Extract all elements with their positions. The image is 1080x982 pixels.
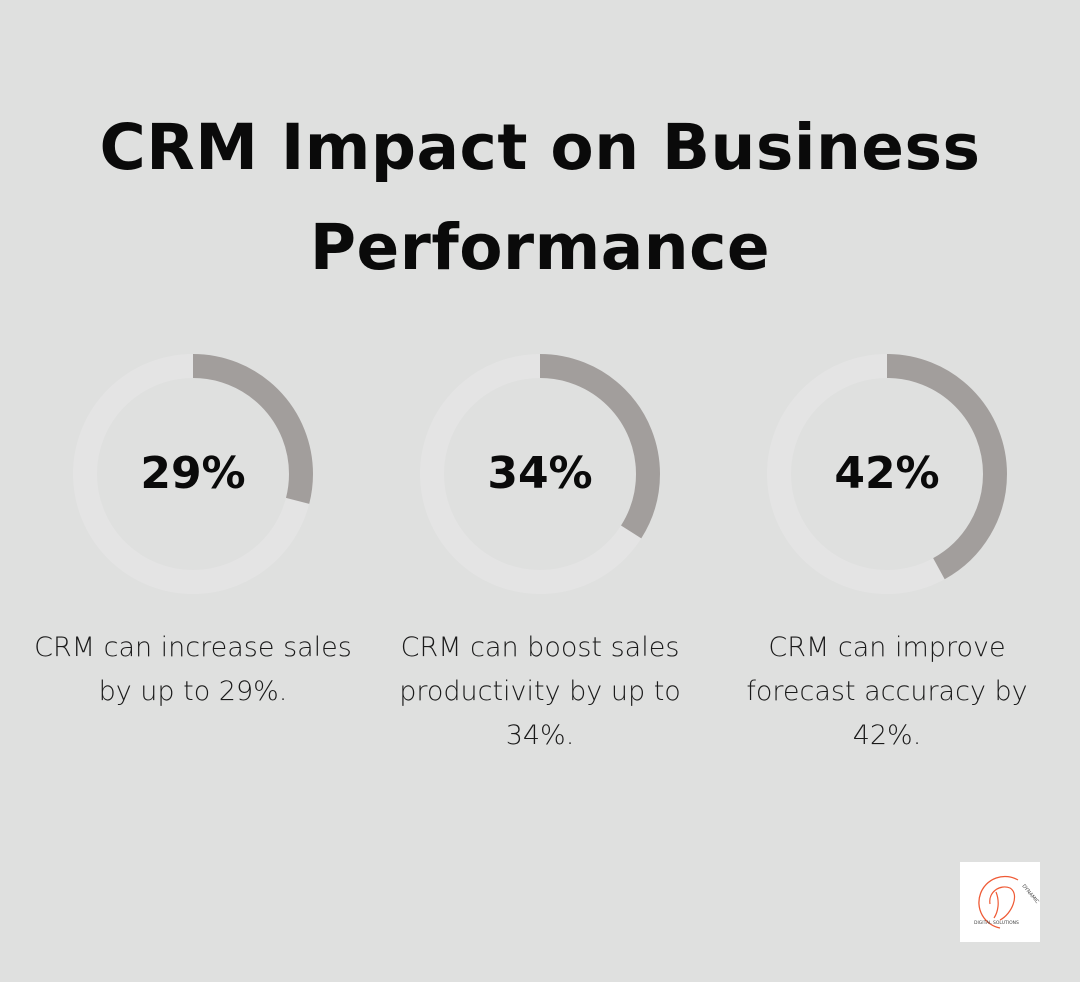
gauge-2-svg [420, 354, 660, 594]
dynamic-digital-solutions-logo-icon: DYNAMIC DIGITAL SOLUTIONS [974, 875, 1040, 929]
gauge-3: 42% [767, 354, 1007, 594]
brand-logo: DYNAMIC DIGITAL SOLUTIONS [960, 862, 1040, 942]
gauge-2: 34% [420, 354, 660, 594]
gauge-3-description: CRM can improve forecast accuracy by 42%… [746, 632, 1028, 751]
gauge-arc [73, 354, 313, 594]
gauge-arc [767, 354, 1007, 594]
gauge-arc [420, 354, 660, 594]
gauge-3-svg [767, 354, 1007, 594]
svg-text:DIGITAL SOLUTIONS: DIGITAL SOLUTIONS [974, 920, 1019, 926]
gauge-1-svg [73, 354, 313, 594]
gauge-value: 42% [834, 448, 940, 499]
gauge-2-description: CRM can boost sales productivity by up t… [399, 632, 681, 751]
gauge-1-description: CRM can increase sales by up to 29%. [34, 632, 352, 707]
gauge-value: 34% [487, 448, 593, 499]
page-title: CRM Impact on Business Performance [99, 111, 981, 284]
gauge-value: 29% [140, 448, 246, 499]
gauge-1: 29% [73, 354, 313, 594]
svg-text:DYNAMIC: DYNAMIC [1020, 883, 1040, 905]
